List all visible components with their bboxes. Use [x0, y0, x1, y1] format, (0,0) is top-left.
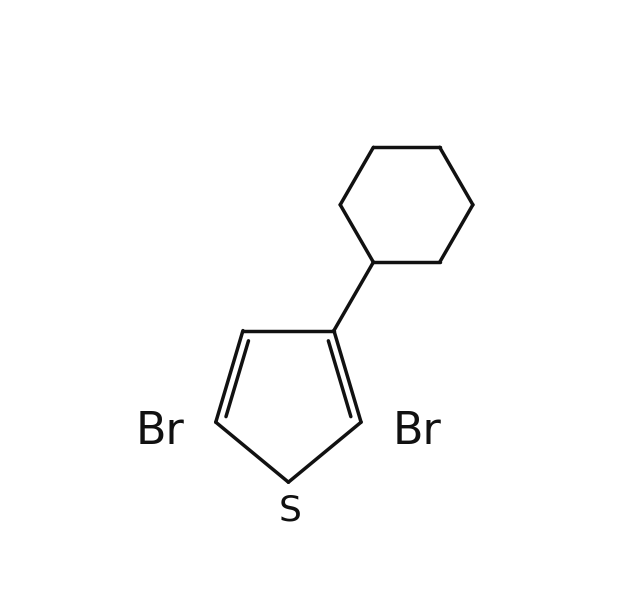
- Text: S: S: [278, 493, 301, 527]
- Text: Br: Br: [135, 410, 184, 453]
- Text: Br: Br: [393, 410, 442, 453]
